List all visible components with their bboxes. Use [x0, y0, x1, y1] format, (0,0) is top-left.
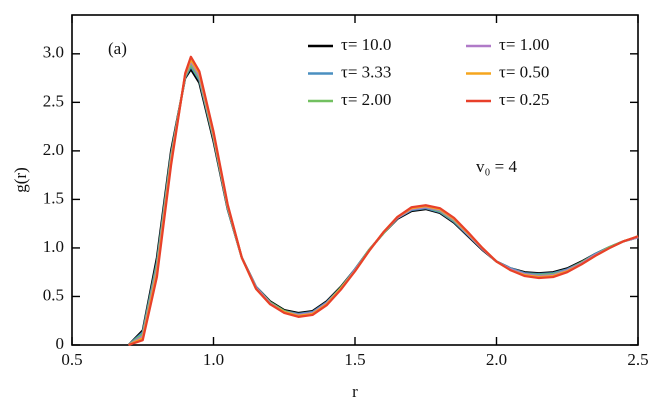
panel-label: (a)	[108, 39, 127, 58]
x-tick-label: 1.0	[203, 350, 224, 369]
y-axis-label: g(r)	[11, 167, 30, 192]
y-tick-label: 2.0	[43, 140, 64, 159]
x-tick-label: 1.5	[344, 350, 365, 369]
legend-label: τ= 0.25	[499, 90, 549, 109]
data-line	[128, 55, 639, 347]
y-tick-label: 3.0	[43, 43, 64, 62]
legend-label: τ= 0.50	[499, 62, 549, 81]
y-tick-label: 1.0	[43, 237, 64, 256]
annotation: v₀ = 4	[476, 157, 518, 176]
y-tick-label: 2.5	[43, 91, 64, 110]
y-tick-label: 0	[56, 334, 65, 353]
x-axis-label: r	[352, 382, 358, 401]
data-line	[127, 68, 639, 346]
y-tick-label: 1.5	[43, 188, 64, 207]
x-tick-label: 2.0	[486, 350, 507, 369]
y-tick-label: 0.5	[43, 285, 64, 304]
legend-label: τ= 2.00	[341, 90, 391, 109]
legend-label: τ= 1.00	[499, 35, 549, 54]
x-tick-label: 2.5	[627, 350, 648, 369]
legend-label: τ= 3.33	[341, 62, 391, 81]
legend-label: τ= 10.0	[341, 35, 391, 54]
x-tick-label: 0.5	[61, 350, 82, 369]
